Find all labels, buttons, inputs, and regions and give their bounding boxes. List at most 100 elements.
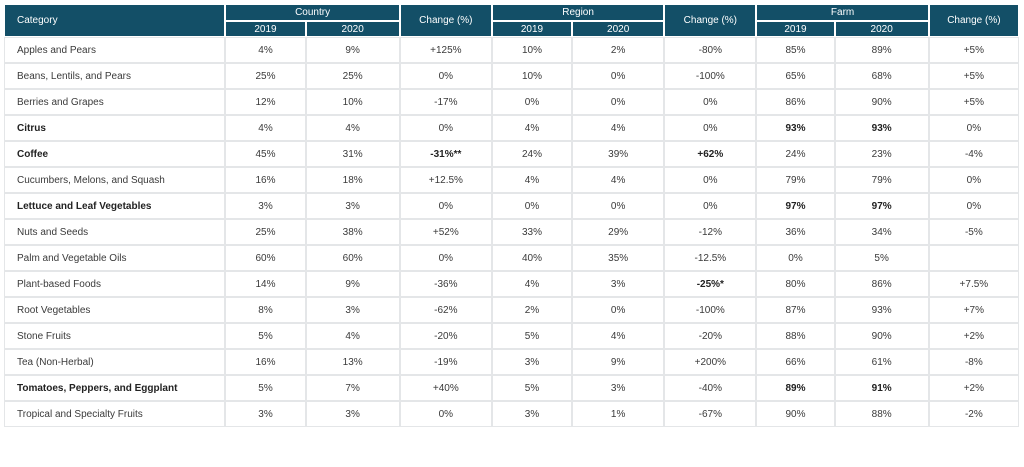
region-2019-cell: 4% bbox=[492, 168, 572, 192]
country-change-cell: -17% bbox=[400, 90, 491, 114]
farm-2019-cell: 85% bbox=[757, 38, 834, 62]
header-country-2019: 2019 bbox=[226, 22, 305, 36]
country-2019-cell: 25% bbox=[226, 220, 305, 244]
country-2020-cell: 38% bbox=[306, 220, 399, 244]
region-2019-cell: 10% bbox=[492, 64, 572, 88]
country-2019-cell: 4% bbox=[226, 38, 305, 62]
data-table: Category Country Change (%) Region Chang… bbox=[3, 3, 1020, 428]
country-2019-cell: 14% bbox=[226, 272, 305, 296]
region-change-cell: -100% bbox=[665, 64, 756, 88]
farm-2020-cell: 23% bbox=[835, 142, 928, 166]
category-cell: Plant-based Foods bbox=[5, 272, 225, 296]
table-row: Lettuce and Leaf Vegetables 3% 3% 0% 0% 0% 0% 9… bbox=[5, 194, 1018, 218]
farm-2019-cell: 87% bbox=[757, 298, 834, 322]
farm-2019-cell: 79% bbox=[757, 168, 834, 192]
category-cell: Nuts and Seeds bbox=[5, 220, 225, 244]
farm-change-cell: -2% bbox=[929, 402, 1018, 426]
region-change-cell: -12.5% bbox=[665, 246, 756, 270]
region-2020-cell: 3% bbox=[573, 272, 664, 296]
farm-2019-cell: 24% bbox=[757, 142, 834, 166]
region-change-cell: -20% bbox=[665, 324, 756, 348]
farm-2019-cell: 36% bbox=[757, 220, 834, 244]
header-country: Country bbox=[226, 5, 399, 20]
farm-change-cell: 0% bbox=[929, 168, 1018, 192]
region-change-cell: 0% bbox=[665, 168, 756, 192]
region-change-cell: -12% bbox=[665, 220, 756, 244]
table-row: Plant-based Foods 14% 9% -36% 4% 3% -25%* 80% 86… bbox=[5, 272, 1018, 296]
header-farm-change: Change (%) bbox=[929, 5, 1018, 36]
country-2020-cell: 3% bbox=[306, 402, 399, 426]
country-change-cell: +40% bbox=[400, 376, 491, 400]
country-2020-cell: 9% bbox=[306, 38, 399, 62]
farm-2020-cell: 5% bbox=[835, 246, 928, 270]
region-2019-cell: 5% bbox=[492, 324, 572, 348]
header-region: Region bbox=[492, 5, 664, 20]
table-row: Stone Fruits 5% 4% -20% 5% 4% -20% 88% 90% +2% bbox=[5, 324, 1018, 348]
table-row: Palm and Vegetable Oils 60% 60% 0% 40% 35% -12… bbox=[5, 246, 1018, 270]
country-2019-cell: 8% bbox=[226, 298, 305, 322]
header-farm-2019: 2019 bbox=[757, 22, 834, 36]
header-category: Category bbox=[5, 5, 225, 36]
table-row: Root Vegetables 8% 3% -62% 2% 0% -100% 87% 93% +7… bbox=[5, 298, 1018, 322]
farm-change-cell: -8% bbox=[929, 350, 1018, 374]
category-cell: Root Vegetables bbox=[5, 298, 225, 322]
country-change-cell: 0% bbox=[400, 116, 491, 140]
region-change-cell: +62% bbox=[665, 142, 756, 166]
farm-2019-cell: 66% bbox=[757, 350, 834, 374]
category-cell: Cucumbers, Melons, and Squash bbox=[5, 168, 225, 192]
farm-change-cell: +2% bbox=[929, 324, 1018, 348]
farm-change-cell: +2% bbox=[929, 376, 1018, 400]
farm-2019-cell: 93% bbox=[757, 116, 834, 140]
category-cell: Citrus bbox=[5, 116, 225, 140]
farm-2019-cell: 80% bbox=[757, 272, 834, 296]
region-2019-cell: 4% bbox=[492, 272, 572, 296]
farm-2019-cell: 65% bbox=[757, 64, 834, 88]
region-2019-cell: 3% bbox=[492, 402, 572, 426]
farm-2020-cell: 91% bbox=[835, 376, 928, 400]
table-row: Tropical and Specialty Fruits 3% 3% 0% 3% 1% -… bbox=[5, 402, 1018, 426]
country-2019-cell: 3% bbox=[226, 194, 305, 218]
table-row: Berries and Grapes 12% 10% -17% 0% 0% 0% 86% 90%… bbox=[5, 90, 1018, 114]
country-change-cell: +52% bbox=[400, 220, 491, 244]
farm-2020-cell: 88% bbox=[835, 402, 928, 426]
country-change-cell: 0% bbox=[400, 246, 491, 270]
table-row: Cucumbers, Melons, and Squash 16% 18% +12.5… bbox=[5, 168, 1018, 192]
country-2019-cell: 25% bbox=[226, 64, 305, 88]
country-2020-cell: 3% bbox=[306, 194, 399, 218]
country-change-cell: -19% bbox=[400, 350, 491, 374]
country-2020-cell: 60% bbox=[306, 246, 399, 270]
farm-change-cell: +5% bbox=[929, 38, 1018, 62]
farm-2020-cell: 90% bbox=[835, 324, 928, 348]
region-2020-cell: 39% bbox=[573, 142, 664, 166]
farm-2020-cell: 93% bbox=[835, 298, 928, 322]
table-header: Category Country Change (%) Region Chang… bbox=[5, 5, 1018, 36]
table-row: Nuts and Seeds 25% 38% +52% 33% 29% -12% 36% 34%… bbox=[5, 220, 1018, 244]
farm-change-cell: 0% bbox=[929, 194, 1018, 218]
country-2020-cell: 7% bbox=[306, 376, 399, 400]
region-change-cell: -40% bbox=[665, 376, 756, 400]
country-change-cell: 0% bbox=[400, 194, 491, 218]
header-region-2019: 2019 bbox=[492, 22, 572, 36]
region-2020-cell: 0% bbox=[573, 64, 664, 88]
farm-change-cell: +7% bbox=[929, 298, 1018, 322]
farm-2019-cell: 97% bbox=[757, 194, 834, 218]
region-change-cell: -67% bbox=[665, 402, 756, 426]
farm-change-cell: +5% bbox=[929, 64, 1018, 88]
table-row: Citrus 4% 4% 0% 4% 4% 0% 93% 93% 0% bbox=[5, 116, 1018, 140]
country-2020-cell: 25% bbox=[306, 64, 399, 88]
header-region-2020: 2020 bbox=[573, 22, 664, 36]
header-country-change: Change (%) bbox=[400, 5, 491, 36]
category-cell: Tropical and Specialty Fruits bbox=[5, 402, 225, 426]
category-cell: Stone Fruits bbox=[5, 324, 225, 348]
farm-2019-cell: 0% bbox=[757, 246, 834, 270]
country-2020-cell: 9% bbox=[306, 272, 399, 296]
country-2020-cell: 4% bbox=[306, 324, 399, 348]
header-farm: Farm bbox=[757, 5, 928, 20]
country-2019-cell: 12% bbox=[226, 90, 305, 114]
country-2019-cell: 45% bbox=[226, 142, 305, 166]
header-farm-2020: 2020 bbox=[835, 22, 928, 36]
country-2020-cell: 3% bbox=[306, 298, 399, 322]
farm-2019-cell: 86% bbox=[757, 90, 834, 114]
region-2020-cell: 35% bbox=[573, 246, 664, 270]
table-row: Coffee 45% 31% -31%** 24% 39% +62% 24% 23% -4% bbox=[5, 142, 1018, 166]
